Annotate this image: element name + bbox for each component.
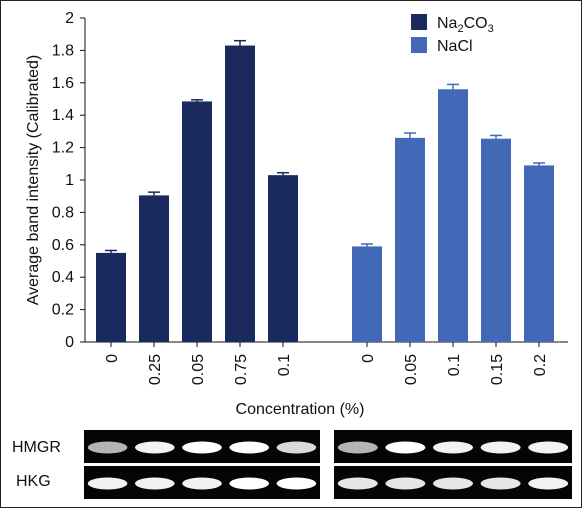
- x-axis-title: Concentration (%): [236, 401, 365, 418]
- gel-row-label-hmgr: HMGR: [12, 439, 61, 456]
- gel-band: [87, 477, 128, 490]
- y-tick-label: 0.6: [52, 237, 74, 254]
- gel-band: [528, 477, 569, 490]
- y-tick-label: 1.2: [52, 140, 74, 157]
- bar: [139, 195, 169, 342]
- legend: Na2CO3 NaCl: [411, 14, 494, 55]
- bar: [438, 89, 468, 342]
- x-tick-label: 0: [360, 354, 377, 363]
- legend-label-nacl: NaCl: [437, 38, 473, 55]
- x-tick-label: 0.05: [190, 354, 207, 385]
- gel-band: [385, 477, 426, 490]
- gel-panels: [84, 430, 572, 499]
- gel-band: [433, 441, 473, 454]
- y-tick-label: 0: [65, 334, 74, 351]
- x-ticks: 0 0.25 0.05 0.75 0.1 0 0.05 0.1 0.15 0.2: [104, 342, 549, 385]
- gel-band: [134, 441, 175, 454]
- gel-band: [229, 477, 270, 490]
- gel-band: [229, 441, 270, 454]
- gel-band: [528, 441, 569, 454]
- x-tick-label: 0.75: [233, 354, 250, 385]
- legend-na2co3-sub1: 2: [457, 23, 463, 35]
- legend-swatch-na2co3: [411, 14, 427, 30]
- bars: [96, 39, 554, 343]
- bar: [225, 45, 255, 342]
- gel-band: [433, 477, 473, 490]
- y-tick-label: 0.4: [52, 269, 74, 286]
- y-tick-label: 2: [65, 10, 74, 27]
- x-tick-label: 0.1: [446, 354, 463, 376]
- gel-band: [276, 477, 317, 490]
- y-tick-label: 1.8: [52, 42, 74, 59]
- gel-band: [337, 477, 378, 490]
- x-tick-label: 0.25: [147, 354, 164, 385]
- bar: [182, 101, 212, 343]
- y-tick-label: 0.2: [52, 302, 74, 319]
- bar: [524, 165, 554, 342]
- bar: [268, 175, 298, 342]
- gel-band: [276, 441, 317, 454]
- bar: [481, 138, 511, 342]
- gel-row-label-hkg: HKG: [16, 473, 51, 490]
- y-tick-label: 1.6: [52, 75, 74, 92]
- gel-band: [337, 441, 378, 454]
- gel-band: [385, 441, 426, 454]
- bar: [96, 252, 126, 342]
- gel-band: [87, 441, 128, 454]
- legend-na2co3-mid: CO: [464, 15, 488, 32]
- y-axis-title: Average band intensity (Calibrated): [25, 55, 42, 306]
- bar: [352, 246, 382, 342]
- x-tick-label: 0.2: [532, 354, 549, 376]
- y-ticks: 0 0.2 0.4 0.6 0.8 1 1.2 1.4 1.6 1.8 2: [52, 10, 85, 351]
- gel-band: [182, 441, 222, 454]
- x-tick-label: 0.15: [489, 354, 506, 385]
- legend-na2co3-sub2: 3: [488, 23, 494, 35]
- gel-band: [480, 441, 521, 454]
- y-tick-label: 0.8: [52, 204, 74, 221]
- gel-band: [480, 477, 521, 490]
- gel-band: [182, 477, 222, 490]
- y-tick-label: 1.4: [52, 107, 74, 124]
- legend-swatch-nacl: [411, 37, 427, 53]
- legend-label-na2co3: Na2CO3: [437, 15, 494, 35]
- x-tick-label: 0.1: [276, 354, 293, 376]
- legend-na2co3-base: Na: [437, 15, 458, 32]
- x-tick-label: 0.05: [403, 354, 420, 385]
- x-tick-label: 0: [104, 354, 121, 363]
- y-tick-label: 1: [65, 172, 74, 189]
- gel-band: [134, 477, 175, 490]
- bar: [395, 137, 425, 342]
